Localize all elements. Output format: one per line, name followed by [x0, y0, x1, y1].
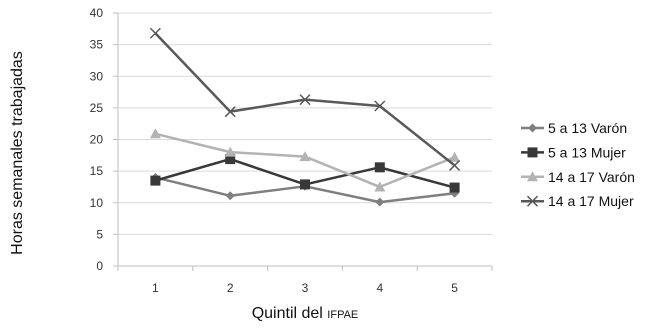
- legend: 5 a 13 Varón 5 a 13 Mujer 14 a 17 Varón 14 …: [521, 120, 635, 209]
- y-axis-ticks: 0 5 10 15 20 25 30 35 40: [90, 6, 104, 273]
- y-tick-label: 20: [90, 133, 104, 147]
- gridlines: [118, 12, 492, 235]
- y-tick-label: 40: [90, 6, 104, 20]
- legend-item: 14 a 17 Mujer: [521, 193, 634, 209]
- data-point: [449, 151, 461, 162]
- series-markers: [149, 27, 461, 207]
- data-point: [449, 159, 461, 171]
- y-tick-label: 15: [90, 164, 104, 178]
- legend-label: 5 a 13 Mujer: [548, 144, 626, 160]
- data-point: [149, 27, 161, 39]
- data-point: [224, 146, 236, 157]
- plot-area: [113, 12, 493, 271]
- data-point: [375, 197, 385, 207]
- y-tick-label: 25: [90, 101, 104, 115]
- legend-label: 14 a 17 Mujer: [548, 193, 634, 209]
- x-tick-label: 3: [302, 281, 309, 295]
- legend-item: 5 a 13 Varón: [521, 120, 627, 136]
- data-point: [449, 182, 460, 193]
- data-point: [299, 94, 311, 106]
- y-tick-label: 10: [90, 196, 104, 210]
- legend-marker: [527, 171, 538, 182]
- y-tick-label: 0: [96, 259, 103, 273]
- legend-item: 5 a 13 Mujer: [521, 144, 626, 160]
- x-axis-ticks: 1 2 3 4 5: [152, 281, 458, 295]
- data-point: [224, 106, 236, 118]
- legend-marker: [528, 123, 537, 133]
- legend-label: 14 a 17 Varón: [548, 169, 635, 185]
- data-point: [374, 181, 386, 192]
- x-tick-label: 4: [376, 281, 383, 295]
- data-point: [149, 128, 161, 139]
- data-point: [225, 154, 236, 165]
- x-axis-title: Quintil del IFPAE: [252, 305, 359, 322]
- x-tick-label: 2: [227, 281, 234, 295]
- legend-item: 14 a 17 Varón: [521, 169, 635, 185]
- x-axis-title-abbrev: IFPAE: [327, 309, 358, 321]
- data-point: [374, 162, 385, 173]
- y-tick-label: 35: [90, 38, 104, 52]
- series-lines: [154, 32, 456, 204]
- data-point: [225, 191, 235, 201]
- legend-label: 5 a 13 Varón: [548, 120, 627, 136]
- x-axis-title-main: Quintil del: [252, 305, 328, 322]
- data-point: [300, 179, 310, 190]
- y-tick-label: 5: [96, 227, 103, 241]
- x-tick-label: 1: [152, 281, 159, 295]
- x-tick-label: 5: [451, 281, 458, 295]
- data-point: [299, 151, 311, 162]
- data-point: [150, 175, 161, 186]
- data-point: [374, 100, 386, 112]
- legend-marker: [527, 147, 538, 158]
- legend-marker: [526, 195, 539, 207]
- y-tick-label: 30: [90, 69, 104, 83]
- y-axis-title: Horas semanales trabajadas: [9, 51, 26, 255]
